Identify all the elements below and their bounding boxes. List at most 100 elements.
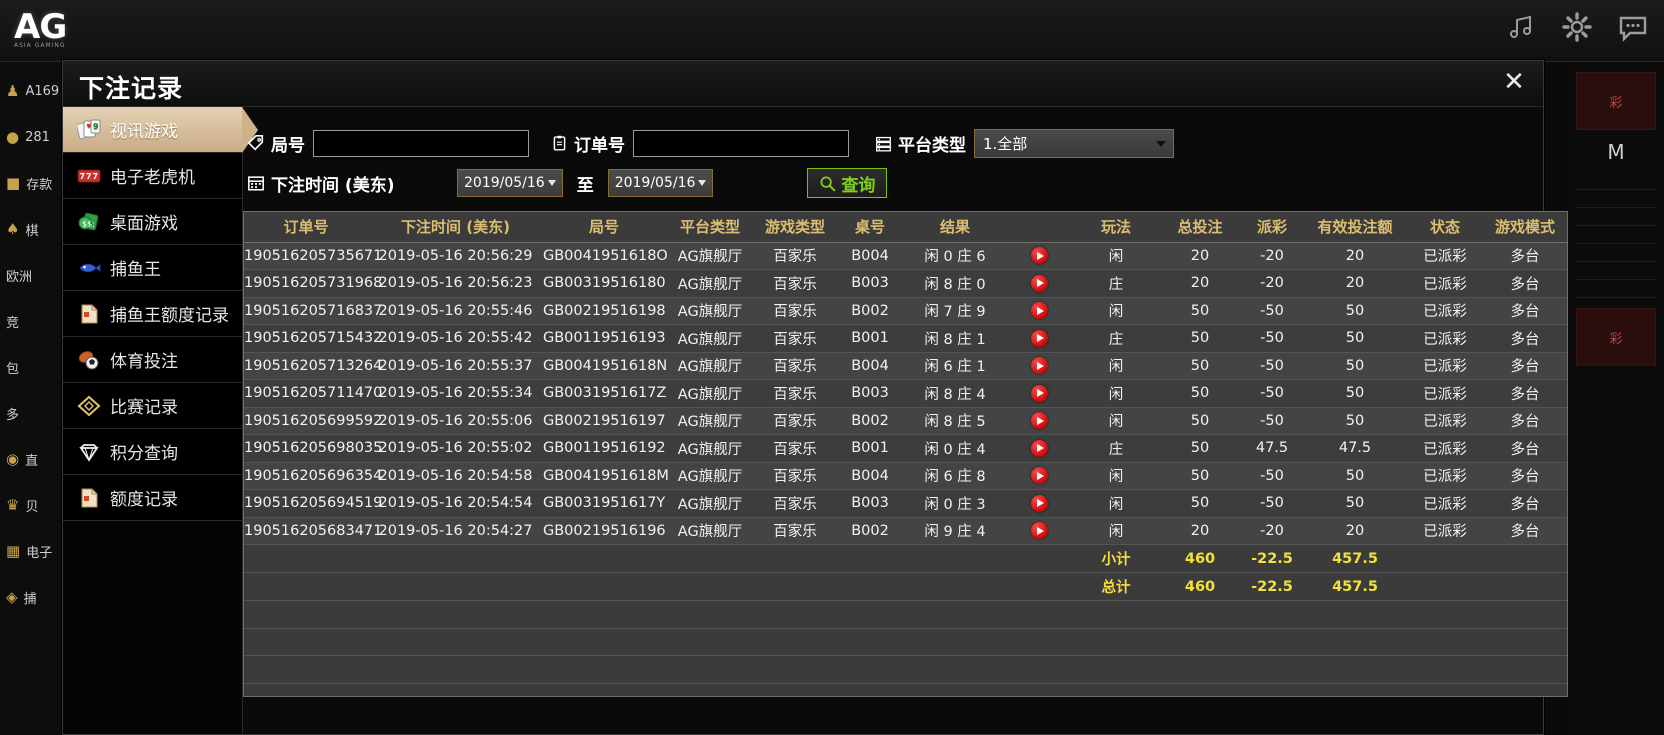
cell-order-no: 190516205694519 — [244, 489, 382, 518]
play-icon[interactable] — [1030, 357, 1048, 375]
col-total-bet[interactable]: 总投注 — [1159, 212, 1241, 243]
col-payout[interactable]: 派彩 — [1241, 212, 1303, 243]
play-icon[interactable] — [1030, 412, 1048, 430]
cell-status: 已派彩 — [1407, 407, 1483, 435]
col-game-mode[interactable]: 游戏模式 — [1483, 212, 1567, 243]
cell-blank — [244, 628, 368, 656]
cell-round-no: GB00219516197 — [543, 407, 666, 435]
cell-bet-time: 2019-05-16 20:55:02 — [368, 434, 543, 463]
search-button[interactable]: 查询 — [807, 168, 888, 198]
cell-status: 已派彩 — [1407, 242, 1483, 270]
bg-left-item: ▦ 电子 — [0, 528, 61, 574]
play-icon[interactable] — [1030, 384, 1048, 402]
logo-text: AG — [14, 6, 67, 47]
cell-game-type: 百家乐 — [755, 352, 835, 380]
cell-replay — [1005, 324, 1073, 353]
cell-blank — [1407, 655, 1483, 684]
cell-game-type: 百家乐 — [755, 517, 835, 545]
cell-platform-type: AG旗舰厅 — [665, 489, 755, 518]
document-icon — [77, 487, 101, 509]
col-game-type[interactable]: 游戏类型 — [755, 212, 835, 243]
table-row: 190516205698035 2019-05-16 20:55:02 GB0011… — [244, 434, 1567, 463]
sidebar-item-sports-betting[interactable]: 体育投注 — [63, 337, 242, 383]
play-icon[interactable] — [1030, 329, 1048, 347]
cell-game-mode: 多台 — [1483, 434, 1567, 463]
cell-spacer — [1407, 572, 1483, 601]
cell-blank — [1073, 628, 1159, 656]
sidebar-item-label: 捕鱼王额度记录 — [110, 306, 229, 326]
app-logo: AG ASIA GAMING — [14, 6, 96, 54]
date-to-picker[interactable]: 2019/05/16 — [607, 169, 714, 197]
cell-blank — [665, 655, 755, 684]
chat-icon[interactable] — [1618, 12, 1648, 42]
play-icon[interactable] — [1030, 274, 1048, 292]
grandtotal-row-label: 总计 — [1073, 572, 1159, 601]
play-icon[interactable] — [1030, 494, 1048, 512]
cell-valid-bet: 50 — [1303, 352, 1407, 380]
cell-status: 已派彩 — [1407, 489, 1483, 518]
cell-bet-time: 2019-05-16 20:56:29 — [368, 242, 543, 270]
cell-blank — [1241, 600, 1303, 629]
sidebar-item-table-games[interactable]: $$; 桌面游戏 — [63, 199, 242, 245]
play-icon[interactable] — [1030, 439, 1048, 457]
cell-round-no: GB00119516193 — [543, 324, 666, 353]
date-from-picker[interactable]: 2019/05/16 — [457, 169, 563, 197]
cell-blank — [543, 628, 665, 656]
table-blank-row — [244, 628, 1567, 656]
cell-spacer — [543, 572, 665, 601]
play-icon[interactable] — [1030, 522, 1048, 540]
close-icon[interactable]: ✕ — [1503, 67, 1525, 97]
cell-blank — [1407, 628, 1483, 656]
cell-blank — [543, 683, 665, 696]
cell-blank — [755, 600, 835, 629]
sidebar-item-credit-record[interactable]: 额度记录 — [63, 475, 242, 521]
bg-left-item: ♛ 贝 — [0, 482, 61, 528]
cell-replay — [1005, 297, 1073, 325]
col-result[interactable]: 结果 — [905, 212, 1005, 243]
sidebar-item-label: 电子老虎机 — [110, 168, 195, 188]
sidebar-item-fishing-credit-record[interactable]: 捕鱼王额度记录 — [63, 291, 242, 337]
cell-order-no: 190516205735671 — [244, 242, 382, 270]
cell-spacer — [755, 544, 835, 573]
cell-blank — [1073, 600, 1159, 629]
col-round-no[interactable]: 局号 — [543, 212, 665, 243]
sidebar-item-live-games[interactable]: ♥ 9 视讯游戏 — [63, 107, 258, 153]
col-platform-type[interactable]: 平台类型 — [665, 212, 755, 243]
bg-left-item: 包 — [0, 344, 61, 390]
cell-total-bet: 50 — [1159, 407, 1241, 435]
round-input[interactable] — [313, 129, 529, 157]
col-bet-type[interactable]: 玩法 — [1073, 212, 1159, 243]
music-icon[interactable] — [1506, 12, 1536, 42]
sidebar-item-fishing-king[interactable]: 捕鱼王 — [63, 245, 242, 291]
gear-icon[interactable] — [1562, 12, 1592, 42]
cell-spacer — [755, 572, 835, 601]
col-valid-bet[interactable]: 有效投注额 — [1303, 212, 1407, 243]
play-icon[interactable] — [1030, 247, 1048, 265]
order-label-text: 订单号 — [574, 135, 625, 156]
cell-game-type: 百家乐 — [755, 462, 835, 490]
cell-status: 已派彩 — [1407, 352, 1483, 380]
sidebar-item-points-query[interactable]: 积分查询 — [63, 429, 242, 475]
cell-game-mode: 多台 — [1483, 324, 1567, 353]
col-bet-time[interactable]: 下注时间 (美东) — [368, 212, 543, 243]
col-status[interactable]: 状态 — [1407, 212, 1483, 243]
cell-blank — [1407, 600, 1483, 629]
cell-result: 闲 8 庄 1 — [905, 324, 1005, 353]
cell-bet-type: 闲 — [1073, 462, 1159, 490]
cell-game-mode: 多台 — [1483, 352, 1567, 380]
col-order-no[interactable]: 订单号 — [244, 212, 368, 243]
cell-game-mode: 多台 — [1483, 379, 1567, 408]
cell-replay — [1005, 269, 1073, 298]
play-icon[interactable] — [1030, 302, 1048, 320]
col-table-no[interactable]: 桌号 — [835, 212, 905, 243]
play-icon[interactable] — [1030, 467, 1048, 485]
cell-blank — [1483, 628, 1567, 656]
table-row: 190516205694519 2019-05-16 20:54:54 GB0031… — [244, 489, 1567, 518]
sidebar-item-match-record[interactable]: 比赛记录 — [63, 383, 242, 429]
cell-game-type: 百家乐 — [755, 269, 835, 298]
platform-select[interactable]: 1.全部 — [974, 128, 1174, 158]
cell-payout: -20 — [1241, 517, 1303, 545]
order-input[interactable] — [633, 129, 849, 157]
